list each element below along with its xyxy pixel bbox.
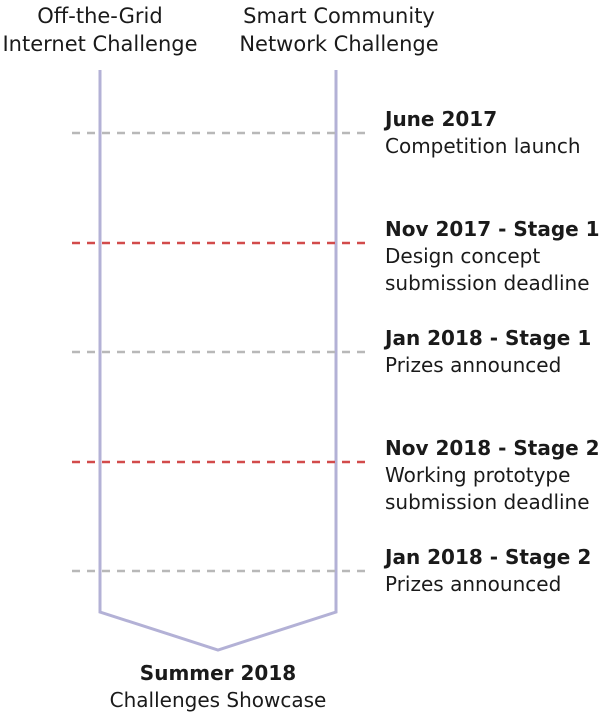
milestone-description: Competition launch <box>385 134 581 158</box>
milestone-date: Jan 2018 - Stage 1 <box>385 326 592 350</box>
milestone-date: June 2017 <box>385 107 498 131</box>
milestone: Nov 2018 - Stage 2 Working prototype submi… <box>385 435 600 516</box>
finale-title: Summer 2018 <box>139 661 297 685</box>
milestone-lines <box>72 131 366 573</box>
track-header-line: Off-the-Grid <box>37 4 163 28</box>
track-header-line: Network Challenge <box>239 32 439 56</box>
finale: Summer 2018 Challenges Showcase <box>88 660 348 714</box>
milestone-description: submission deadline <box>385 489 590 514</box>
milestone: Jan 2018 - Stage 2 Prizes announced <box>385 544 591 598</box>
milestone-description: Working prototype <box>385 462 571 487</box>
finale-subtitle: Challenges Showcase <box>109 688 327 712</box>
milestone-description: Prizes announced <box>385 572 562 596</box>
milestone-date: Nov 2017 - Stage 1 <box>385 216 600 241</box>
track-outline <box>98 70 338 652</box>
track-header-smart-community: Smart Community Network Challenge <box>236 2 442 58</box>
track-header-line: Smart Community <box>243 4 435 28</box>
milestone: June 2017 Competition launch <box>385 106 581 160</box>
milestone-date: Nov 2018 - Stage 2 <box>385 435 600 460</box>
track-header-line: Internet Challenge <box>2 32 198 56</box>
milestone-description: Design concept <box>385 243 541 268</box>
milestone-description: Prizes announced <box>385 353 562 377</box>
milestone-description: submission deadline <box>385 270 590 295</box>
milestone: Jan 2018 - Stage 1 Prizes announced <box>385 325 591 379</box>
track-header-off-the-grid: Off-the-Grid Internet Challenge <box>0 2 200 58</box>
milestone-date: Jan 2018 - Stage 2 <box>385 545 592 569</box>
milestone: Nov 2017 - Stage 1 Design concept submissi… <box>385 216 600 297</box>
